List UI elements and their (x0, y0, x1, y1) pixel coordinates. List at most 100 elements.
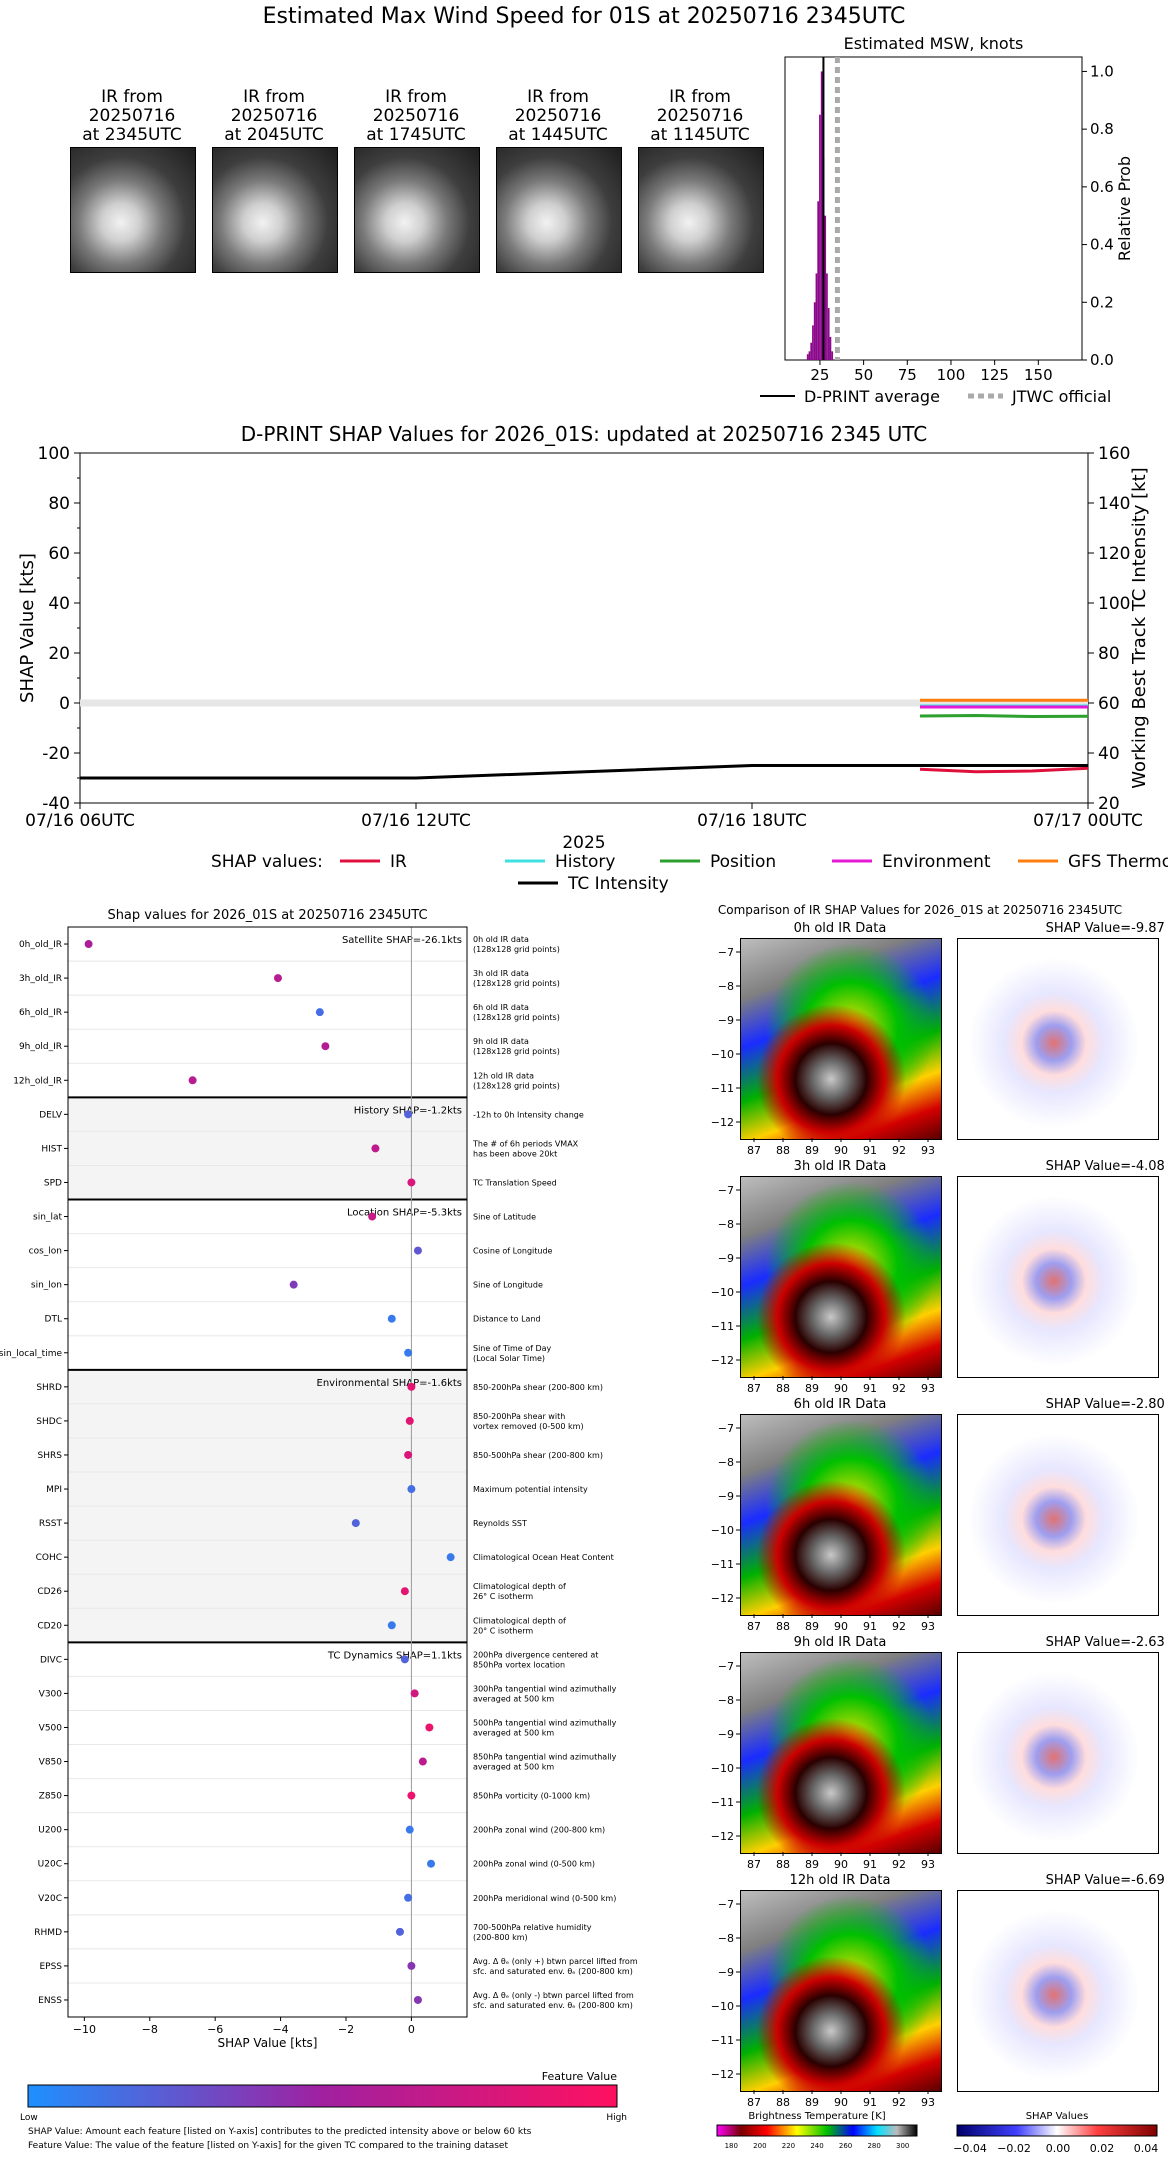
ir-thumbnail-caption: IR from 20250716 at 1445UTC (493, 88, 623, 145)
lon-tick-label: 91 (863, 1144, 877, 1157)
shap-map-title: SHAP Value=-6.69 kts (1045, 1873, 1168, 1888)
group-label: Satellite SHAP=-26.1kts (342, 935, 462, 946)
lon-tick-label: 89 (805, 1144, 819, 1157)
shap-point (321, 1042, 330, 1051)
scatter-x-tick-label: −6 (207, 2023, 223, 2036)
shap-map-image (957, 1176, 1159, 1378)
caption-line: at 1445UTC (508, 125, 608, 145)
lon-tick-label: 89 (805, 1858, 819, 1871)
caption-line: 20250716 (656, 106, 744, 126)
shap-point (407, 1791, 416, 1800)
lon-tick-label: 88 (776, 1620, 790, 1633)
feature-description: Reynolds SST (473, 1519, 527, 1528)
histogram-x-tick-label: 75 (898, 366, 917, 384)
ir-map-image (740, 1176, 942, 1378)
histogram-bar (819, 114, 821, 360)
histogram-frame (784, 56, 1083, 361)
feature-description: Distance to Land (473, 1315, 541, 1324)
feature-description: 200hPa meridional wind (0-500 km) (473, 1894, 616, 1903)
lat-tick-label: −9 (718, 1966, 734, 1979)
feature-label: SPD (44, 1178, 62, 1188)
timeseries-frame (79, 452, 1089, 804)
feature-description: The # of 6h periods VMAX (472, 1139, 579, 1148)
caption-line: IR from (243, 87, 305, 107)
shap-summary-scatter: Shap values for 2026_01S at 20250716 234… (0, 908, 638, 2151)
feature-description: 12h old IR data (473, 1071, 534, 1080)
timeseries-x-tick-label: 07/16 12UTC (361, 811, 471, 831)
histogram-x-tick-label: 125 (980, 366, 1009, 384)
caption-line: IR from (101, 87, 163, 107)
lon-tick-label: 93 (921, 1858, 935, 1871)
lon-tick-label: 92 (892, 1620, 906, 1633)
feature-label: 0h_old_IR (19, 940, 62, 950)
feature-description: (128x128 grid points) (473, 1013, 560, 1022)
lon-tick-label: 91 (863, 1382, 877, 1395)
lon-tick-label: 87 (747, 1858, 761, 1871)
lon-tick-label: 87 (747, 1144, 761, 1157)
feature-label: CD20 (37, 1621, 62, 1631)
lat-tick-label: −7 (718, 1660, 734, 1673)
feature-description: 200hPa zonal wind (200-800 km) (473, 1826, 605, 1835)
caption-line: IR from (527, 87, 589, 107)
histogram-bar (826, 273, 828, 360)
group-label: Location SHAP=-5.3kts (347, 1208, 462, 1219)
feature-description: 0h old IR data (473, 935, 529, 944)
scatter-x-tick-label: −4 (272, 2023, 288, 2036)
shap-map-image (957, 1890, 1159, 2092)
ir-map-title: 12h old IR Data (789, 1873, 891, 1888)
shap-point (395, 1927, 404, 1936)
feature-description: 850hPa vorticity (0-1000 km) (473, 1792, 590, 1801)
lon-tick-label: 92 (892, 1144, 906, 1157)
timeseries-title: D-PRINT SHAP Values for 2026_01S: update… (241, 422, 928, 446)
shap-point (405, 1825, 414, 1834)
histogram-x-tick-label: 150 (1024, 366, 1053, 384)
lat-tick-label: −7 (718, 946, 734, 959)
scatter-x-tick-label: −8 (142, 2023, 158, 2036)
ir-map-image (740, 938, 942, 1140)
ir-thumbnail-caption: IR from 20250716 at 1745UTC (351, 88, 481, 145)
shap-map-title: SHAP Value=-2.63 kts (1045, 1635, 1168, 1650)
lat-tick-label: −9 (718, 1490, 734, 1503)
shap-point (404, 1450, 413, 1459)
feature-description: vortex removed (0-500 km) (473, 1422, 584, 1431)
feature-label: HIST (41, 1144, 62, 1154)
timeseries-right-tick-label: 60 (1098, 694, 1120, 714)
lon-tick-label: 89 (805, 1620, 819, 1633)
histogram-bar (820, 71, 823, 360)
feature-label: sin_local_time (0, 1349, 62, 1359)
feature-label: CD26 (37, 1587, 62, 1597)
timeseries-y-label: SHAP Value [kts] (17, 553, 38, 703)
feature-colorbar (27, 2084, 618, 2108)
lon-tick-label: 91 (863, 2096, 877, 2109)
shap-point (407, 1382, 416, 1391)
feature-label: DIVC (40, 1655, 62, 1665)
lon-tick-label: 93 (921, 1620, 935, 1633)
shap-map-image (957, 1652, 1159, 1854)
caption-line: at 2045UTC (224, 125, 324, 145)
shap-colorbar-tick: 0.02 (1090, 2142, 1115, 2155)
feature-description: -12h to 0h Intensity change (473, 1110, 584, 1119)
shap-point (315, 1008, 324, 1017)
lat-tick-label: −12 (711, 1354, 734, 1367)
shap-colorbar-tick: −0.02 (997, 2142, 1031, 2155)
feature-description: TC Translation Speed (472, 1178, 557, 1187)
ir-map-image (740, 1414, 942, 1616)
caption-line: IR from (669, 87, 731, 107)
comparison-axes: −7 −8 −9 −10 −11 −12 87 88 89 90 91 92 93 −7 −8 −9 −10 −1… (711, 946, 1159, 2155)
shap-map-title: SHAP Value=-4.08 kts (1045, 1159, 1168, 1174)
histogram-bar (831, 351, 834, 360)
feature-colorbar-high: High (606, 2113, 627, 2123)
shap-point (425, 1723, 434, 1732)
shap-colorbar-title: SHAP Values (1026, 2111, 1089, 2122)
shap-colorbar-tick: 0.04 (1134, 2142, 1159, 2155)
feature-label: EPSS (39, 1962, 62, 1972)
series-line (919, 766, 1089, 774)
shap-point (387, 1621, 396, 1630)
lon-tick-label: 90 (834, 1144, 848, 1157)
histogram-y-tick-label: 1.0 (1090, 62, 1114, 80)
lat-tick-label: −8 (718, 1456, 734, 1469)
histogram-bar (808, 351, 811, 360)
histogram-title: Estimated MSW, knots (844, 34, 1024, 53)
ir-map-title: 0h old IR Data (793, 921, 887, 936)
legend-dprint-label: D-PRINT average (804, 387, 940, 406)
